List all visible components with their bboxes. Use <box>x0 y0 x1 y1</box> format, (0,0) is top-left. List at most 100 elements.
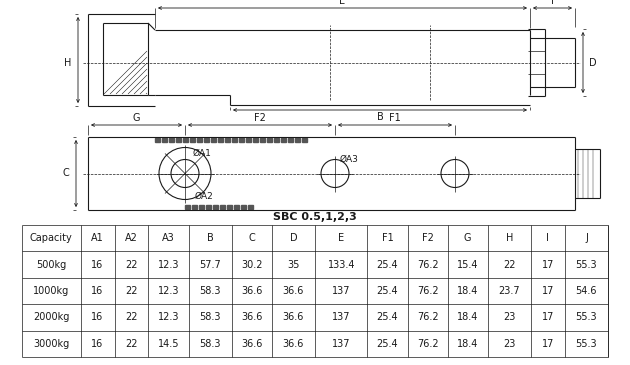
Bar <box>239 138 244 142</box>
Text: 25.4: 25.4 <box>377 286 398 296</box>
Text: 76.2: 76.2 <box>417 260 438 270</box>
Bar <box>281 138 286 142</box>
Text: 133.4: 133.4 <box>328 260 355 270</box>
Text: 36.6: 36.6 <box>283 339 304 349</box>
Bar <box>248 205 253 209</box>
Text: 76.2: 76.2 <box>417 312 438 322</box>
Text: 35: 35 <box>287 260 300 270</box>
Bar <box>197 138 202 142</box>
Text: 23: 23 <box>503 312 515 322</box>
Text: 55.3: 55.3 <box>576 260 597 270</box>
Text: 17: 17 <box>542 339 554 349</box>
Text: 36.6: 36.6 <box>241 339 263 349</box>
Text: 25.4: 25.4 <box>377 339 398 349</box>
Text: F1: F1 <box>382 233 393 243</box>
Text: C: C <box>62 169 69 178</box>
Text: G: G <box>133 113 140 123</box>
Bar <box>206 205 211 209</box>
Bar <box>199 205 204 209</box>
Text: SBC 0.5,1,2,3: SBC 0.5,1,2,3 <box>273 212 357 222</box>
Bar <box>295 138 300 142</box>
Bar <box>225 138 230 142</box>
Text: 18.4: 18.4 <box>457 339 478 349</box>
Text: F1: F1 <box>389 113 401 123</box>
Bar <box>246 138 251 142</box>
Text: 16: 16 <box>91 286 104 296</box>
Bar <box>260 138 265 142</box>
Bar <box>227 205 232 209</box>
Bar <box>155 138 160 142</box>
Text: 17: 17 <box>542 260 554 270</box>
Text: 18.4: 18.4 <box>457 312 478 322</box>
Text: 17: 17 <box>542 286 554 296</box>
Text: D: D <box>290 233 297 243</box>
Text: 16: 16 <box>91 260 104 270</box>
Bar <box>218 138 223 142</box>
Text: B: B <box>377 112 384 122</box>
Bar <box>267 138 272 142</box>
Text: 22: 22 <box>125 260 138 270</box>
Bar <box>204 138 209 142</box>
Bar <box>274 138 279 142</box>
Text: F2: F2 <box>254 113 266 123</box>
Text: 36.6: 36.6 <box>241 286 263 296</box>
Text: 18.4: 18.4 <box>457 286 478 296</box>
Text: A2: A2 <box>125 233 138 243</box>
Text: 12.3: 12.3 <box>158 286 180 296</box>
Text: 23: 23 <box>503 339 515 349</box>
Text: 36.6: 36.6 <box>241 312 263 322</box>
Text: 55.3: 55.3 <box>576 312 597 322</box>
Text: 58.3: 58.3 <box>199 339 221 349</box>
Text: A1: A1 <box>91 233 104 243</box>
Text: 16: 16 <box>91 312 104 322</box>
Text: 137: 137 <box>332 339 350 349</box>
Bar <box>169 138 174 142</box>
Bar <box>190 138 195 142</box>
Text: 12.3: 12.3 <box>158 260 180 270</box>
Text: 15.4: 15.4 <box>457 260 478 270</box>
Text: 12.3: 12.3 <box>158 312 180 322</box>
Text: Capacity: Capacity <box>30 233 72 243</box>
Text: 3000kg: 3000kg <box>33 339 69 349</box>
Text: 54.6: 54.6 <box>576 286 597 296</box>
Text: ØA3: ØA3 <box>340 154 359 164</box>
Text: 22: 22 <box>125 339 138 349</box>
Text: I: I <box>546 233 549 243</box>
Text: E: E <box>338 233 344 243</box>
Text: 36.6: 36.6 <box>283 286 304 296</box>
Text: 22: 22 <box>125 312 138 322</box>
Text: 76.2: 76.2 <box>417 339 438 349</box>
Text: ØA2: ØA2 <box>195 192 214 200</box>
Text: 14.5: 14.5 <box>158 339 180 349</box>
Bar <box>220 205 225 209</box>
Text: 57.7: 57.7 <box>199 260 221 270</box>
Text: 23.7: 23.7 <box>498 286 520 296</box>
Text: 55.3: 55.3 <box>576 339 597 349</box>
Bar <box>213 205 218 209</box>
Text: I: I <box>551 0 554 6</box>
Text: 58.3: 58.3 <box>199 312 221 322</box>
Text: 30.2: 30.2 <box>241 260 263 270</box>
Text: E: E <box>340 0 346 6</box>
Text: A3: A3 <box>162 233 175 243</box>
Bar <box>302 138 307 142</box>
Bar <box>176 138 181 142</box>
Text: 1000kg: 1000kg <box>33 286 69 296</box>
Text: F2: F2 <box>421 233 433 243</box>
Text: B: B <box>207 233 214 243</box>
Bar <box>241 205 246 209</box>
Bar <box>234 205 239 209</box>
Text: 500kg: 500kg <box>36 260 66 270</box>
Text: 76.2: 76.2 <box>417 286 438 296</box>
Text: 25.4: 25.4 <box>377 260 398 270</box>
Bar <box>253 138 258 142</box>
Bar <box>211 138 216 142</box>
Text: 137: 137 <box>332 312 350 322</box>
Text: 36.6: 36.6 <box>283 312 304 322</box>
Text: ØA1: ØA1 <box>193 149 212 158</box>
Bar <box>288 138 293 142</box>
Text: 25.4: 25.4 <box>377 312 398 322</box>
Text: 2000kg: 2000kg <box>33 312 69 322</box>
Text: 137: 137 <box>332 286 350 296</box>
Text: C: C <box>248 233 255 243</box>
